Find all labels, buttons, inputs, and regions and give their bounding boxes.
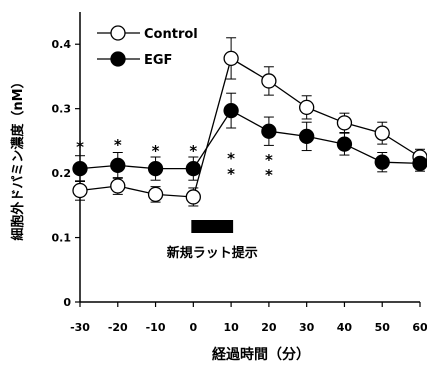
x-tick-label: 40 — [337, 321, 353, 334]
egf-point — [299, 128, 315, 145]
y-tick-label: 0.2 — [52, 167, 72, 180]
significance-asterisk: * — [227, 150, 235, 168]
data-markers — [72, 50, 427, 205]
y-tick-label: 0.3 — [52, 103, 72, 116]
egf-point — [412, 155, 427, 172]
y-tick-label: 0 — [63, 296, 71, 309]
y-tick-label: 0.1 — [52, 232, 72, 245]
control-point — [374, 125, 390, 141]
control-point — [299, 99, 315, 116]
x-axis-label: 経過時間（分） — [212, 346, 310, 363]
axes — [75, 12, 421, 307]
control-point — [223, 50, 239, 67]
x-tick-label: 30 — [299, 321, 315, 334]
x-tick-label: 0 — [190, 321, 198, 334]
x-tick-label: -20 — [108, 321, 128, 334]
egf-point — [185, 160, 201, 177]
x-tick-label: 20 — [261, 321, 277, 334]
egf-point — [336, 136, 353, 152]
significance-asterisk: * — [76, 138, 84, 156]
tick-labels: 0 0.1 0.2 0.3 0.4 -30 -20 -10 0 10 20 30 40 50 60 — [52, 38, 427, 334]
stimulus-label: 新規ラット提示 — [167, 245, 258, 261]
significance-asterisk: * — [265, 151, 273, 169]
control-point — [185, 189, 201, 205]
egf-point — [374, 154, 390, 170]
stimulus-bar — [191, 220, 234, 233]
control-point — [336, 115, 353, 131]
stimulus-indicator: 新規ラット提示 — [167, 220, 258, 261]
egf-point — [147, 160, 164, 177]
significance-asterisk: * — [189, 142, 197, 160]
egf-legend-marker — [110, 51, 126, 67]
error-bars — [75, 37, 425, 207]
x-tick-label: 10 — [223, 321, 239, 334]
control-series-line — [79, 57, 421, 198]
control-point — [147, 186, 164, 203]
legend: Control EGF — [97, 25, 198, 68]
egf-point — [110, 157, 126, 174]
egf-point — [261, 123, 277, 139]
significance-markers: * * * * **** — [76, 136, 273, 184]
egf-series-line — [79, 109, 421, 170]
control-point — [261, 73, 277, 89]
y-tick-label: 0.4 — [52, 38, 72, 51]
x-tick-label: -10 — [146, 321, 166, 334]
control-point — [110, 178, 126, 194]
control-legend-marker — [110, 25, 126, 41]
x-tick-label: -30 — [70, 321, 90, 334]
egf-point — [72, 160, 88, 177]
control-legend-label: Control — [144, 27, 198, 42]
y-axis-label: 細胞外ドパミン濃度（nM） — [10, 75, 26, 240]
significance-asterisk: * — [227, 165, 235, 183]
x-tick-label: 60 — [412, 321, 427, 334]
control-point — [72, 182, 88, 199]
series-lines — [79, 57, 421, 198]
egf-legend-label: EGF — [144, 53, 172, 68]
x-tick-label: 50 — [375, 321, 391, 334]
significance-asterisk: * — [152, 142, 160, 160]
significance-asterisk: * — [265, 166, 273, 184]
significance-asterisk: * — [114, 136, 122, 154]
egf-point — [223, 102, 239, 119]
